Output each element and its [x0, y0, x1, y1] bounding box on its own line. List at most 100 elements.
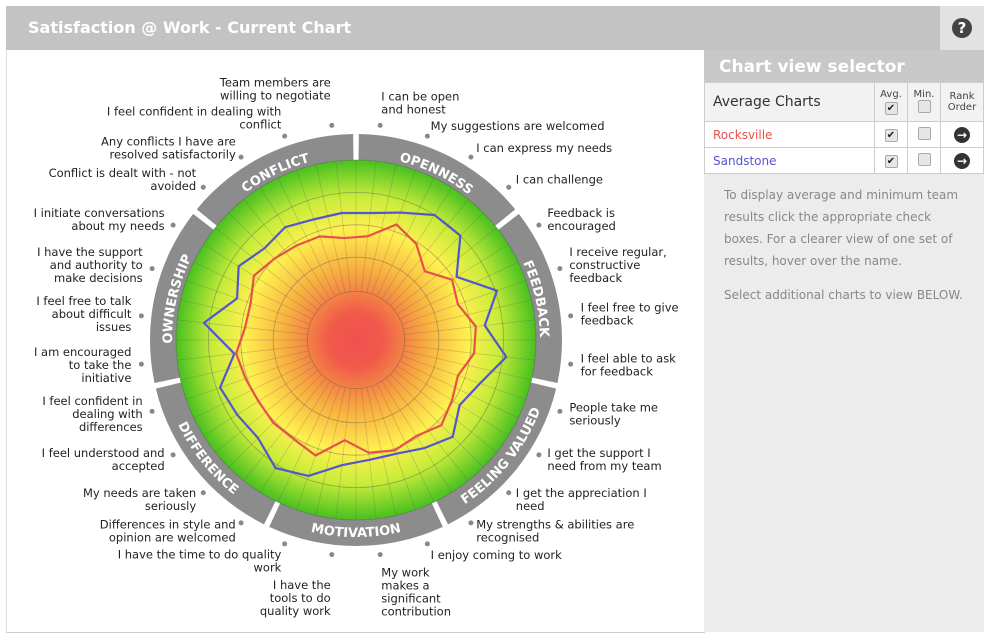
help-button[interactable]: ?: [940, 6, 984, 50]
grid-spoke: [228, 374, 322, 468]
axis-dot: [377, 122, 383, 128]
grid-spoke: [404, 319, 535, 335]
axis-label: I feel confident in dealing with conflict: [107, 105, 282, 132]
axis-label: My work makes a significant contribution: [381, 566, 451, 619]
axis-dot: [329, 122, 335, 128]
axis-dot: [149, 408, 155, 414]
axis-label-line: issues: [96, 320, 132, 334]
axis-label-line: avoided: [150, 179, 196, 193]
chart-panel: OPENNESS FEEDBACK FEELING VALUED MOTIVATION…: [6, 50, 705, 633]
axis-label-line: and honest: [381, 102, 446, 116]
grid-spoke: [390, 212, 484, 306]
axis-label-line: recognised: [476, 530, 539, 544]
grid-spoke: [390, 374, 484, 468]
grid-ring: [175, 159, 537, 521]
team-row-sandstone: Sandstone ✔ →: [704, 147, 984, 174]
axis-label-line: Conflict is dealt with - not: [49, 166, 197, 180]
selector-header-row: Average Charts Avg. ✔ Min. Rank Order: [704, 82, 984, 122]
team-name[interactable]: Sandstone: [704, 147, 875, 174]
axis-label-line: need from my team: [547, 459, 661, 473]
selector-title: Chart view selector: [704, 50, 984, 82]
grid-spoke: [386, 199, 469, 303]
axis-label-line: accepted: [112, 459, 165, 473]
arrow-right-icon[interactable]: →: [954, 126, 970, 143]
info-text: To display average and minimum team resu…: [704, 174, 984, 328]
axis-label: I am encouraged to take the initiative: [34, 345, 131, 385]
axis-label-line: I have the time to do quality: [118, 547, 282, 561]
axis-label: Team members are willing to negotiate: [219, 75, 331, 102]
axis-label-line: work: [254, 560, 282, 574]
grid-ring: [272, 256, 440, 424]
axis-label-line: I enjoy coming to work: [431, 548, 562, 562]
grid-spoke: [177, 319, 308, 335]
axis-label-line: significant: [381, 592, 441, 606]
arrow-right-icon[interactable]: →: [954, 152, 970, 169]
grid-spoke: [277, 383, 336, 503]
axis-label-line: My strengths & abilities are: [476, 517, 634, 531]
grid-spoke: [399, 261, 519, 320]
axis-label-line: I feel understood and: [42, 446, 165, 460]
axis-label-line: to take the: [69, 358, 132, 372]
axis-label-line: My needs are taken: [83, 486, 196, 500]
axis-label: I receive regular, constructive feedback: [569, 245, 667, 285]
gradient-disc: [176, 160, 536, 520]
min-checkbox[interactable]: [917, 152, 931, 166]
axis-dot: [170, 222, 176, 228]
axis-label: Differences in style and opinion are welc…: [100, 517, 236, 544]
avg-column-label: Avg.: [880, 89, 902, 100]
axis-dot: [282, 541, 288, 547]
axis-label-line: Feedback is: [547, 206, 615, 220]
grid-spoke: [185, 355, 311, 400]
min-all-checkbox[interactable]: [917, 99, 931, 113]
axis-label-line: I can express my needs: [476, 141, 612, 155]
category-label-text: MOTIVATION: [310, 521, 403, 541]
axis-label: I feel free to talk about difficult issues: [36, 294, 132, 334]
avg-checkbox[interactable]: ✔: [884, 129, 898, 142]
group-label: Average Charts: [704, 82, 875, 122]
grid-spoke: [243, 377, 326, 481]
question-circle-icon[interactable]: ?: [952, 18, 972, 38]
axis-label: I can be open and honest: [381, 89, 459, 116]
axis-label-line: constructive: [569, 258, 640, 272]
axis-dot: [568, 361, 574, 367]
category-label: MOTIVATION: [310, 521, 403, 541]
grid-spoke: [371, 385, 416, 511]
axis-label: I initiate conversations about my needs: [34, 206, 165, 233]
team-name[interactable]: Rocksville: [704, 121, 875, 148]
grid-ring: [306, 290, 405, 389]
grid-spoke: [180, 299, 309, 330]
min-checkbox[interactable]: [917, 126, 931, 140]
axis-label: I have the time to do quality work: [118, 547, 282, 574]
axis-label-line: willing to negotiate: [220, 88, 331, 102]
axis-label-line: tools to do: [270, 591, 331, 605]
grid-spoke: [203, 243, 316, 315]
axis-dot: [424, 541, 430, 547]
axis-label: I feel able to ask for feedback: [581, 351, 677, 378]
avg-checkbox[interactable]: ✔: [884, 155, 898, 168]
axis-label-line: about difficult: [52, 307, 132, 321]
axis-dot: [377, 552, 383, 558]
grid-spoke: [259, 187, 331, 300]
axis-label-line: My work: [381, 566, 430, 580]
axis-dot: [568, 313, 574, 319]
order-label: Order: [947, 102, 977, 113]
grid-spoke: [296, 169, 341, 295]
axis-label: I can challenge: [516, 173, 603, 187]
axis-dot: [536, 222, 542, 228]
axis-dot: [149, 266, 155, 272]
axis-label-line: dealing with: [72, 407, 142, 421]
grid-spoke: [335, 388, 351, 519]
grid-spoke: [404, 345, 535, 361]
grid-spoke: [335, 161, 351, 292]
axis-label-line: Team members are: [219, 75, 331, 89]
grid-ring: [207, 191, 505, 489]
axis-label-line: I can be open: [381, 89, 459, 103]
avg-all-checkbox[interactable]: ✔: [884, 102, 898, 115]
grid-spoke: [215, 227, 319, 310]
axis-label-line: People take me: [569, 401, 658, 415]
axis-dot: [238, 154, 244, 160]
axis-label-line: I get the support I: [547, 446, 650, 460]
